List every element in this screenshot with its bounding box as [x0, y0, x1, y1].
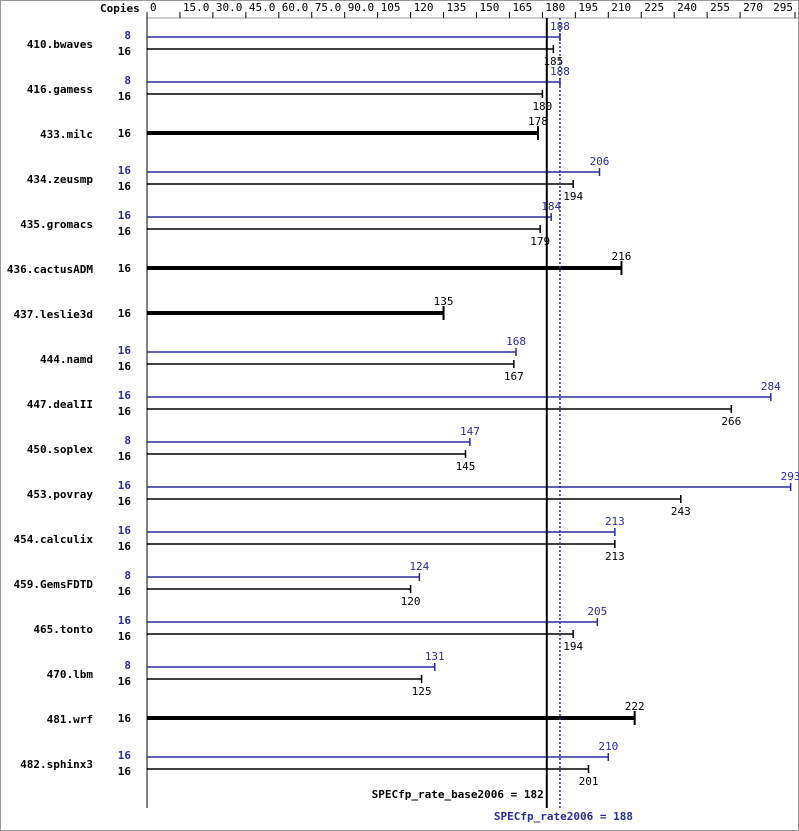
benchmark-label: 470.lbm: [47, 668, 94, 681]
x-tick-label: 195: [578, 1, 598, 14]
value-label: 135: [434, 295, 454, 308]
copies: 8: [124, 74, 131, 87]
value-label: 206: [590, 155, 610, 168]
x-tick-label: 210: [611, 1, 631, 14]
copies: 8: [124, 659, 131, 672]
value-label: 185: [543, 55, 563, 68]
copies: 16: [118, 45, 132, 58]
value-label: 131: [425, 650, 445, 663]
value-label: 180: [532, 100, 552, 113]
x-tick-label: 90.0: [348, 1, 375, 14]
x-tick-label: 15.0: [183, 1, 210, 14]
copies: 16: [118, 630, 132, 643]
benchmark-label: 444.namd: [40, 353, 93, 366]
x-tick-label: 105: [381, 1, 401, 14]
value-label: 124: [409, 560, 429, 573]
x-tick-label: 240: [677, 1, 697, 14]
value-label: 167: [504, 370, 524, 383]
benchmark-label: 433.milc: [40, 128, 93, 141]
copies: 8: [124, 434, 131, 447]
x-tick-label: 255: [710, 1, 730, 14]
x-tick-label: 225: [644, 1, 664, 14]
value-label: 168: [506, 335, 526, 348]
summary-label: SPECfp_rate_base2006 = 182: [372, 788, 544, 801]
copies: 16: [118, 765, 132, 778]
copies: 16: [118, 479, 132, 492]
x-tick-label: 295: [773, 1, 793, 14]
x-tick-label: 0: [150, 1, 157, 14]
benchmark-label: 481.wrf: [47, 713, 93, 726]
copies: 16: [118, 495, 132, 508]
value-label: 194: [563, 640, 583, 653]
value-label: 222: [625, 700, 645, 713]
value-label: 194: [563, 190, 583, 203]
value-label: 284: [761, 380, 781, 393]
copies: 16: [118, 712, 132, 725]
value-label: 184: [541, 200, 561, 213]
copies: 16: [118, 360, 132, 373]
benchmark-label: 447.dealII: [27, 398, 93, 411]
benchmark-label: 465.tonto: [33, 623, 93, 636]
copies: 16: [118, 307, 132, 320]
x-tick-label: 270: [743, 1, 763, 14]
value-label: 266: [721, 415, 741, 428]
value-label: 125: [412, 685, 432, 698]
copies: 16: [118, 675, 132, 688]
value-label: 178: [528, 115, 548, 128]
benchmark-label: 453.povray: [27, 488, 94, 501]
value-label: 216: [612, 250, 632, 263]
value-label: 120: [401, 595, 421, 608]
x-tick-label: 150: [479, 1, 499, 14]
benchmark-label: 435.gromacs: [20, 218, 93, 231]
x-tick-label: 60.0: [282, 1, 309, 14]
copies: 16: [118, 524, 132, 537]
x-tick-label: 120: [414, 1, 434, 14]
value-label: 179: [530, 235, 550, 248]
benchmark-label: 437.leslie3d: [14, 308, 93, 321]
copies: 16: [118, 389, 132, 402]
benchmark-label: 434.zeusmp: [27, 173, 94, 186]
value-label: 210: [598, 740, 618, 753]
value-label: 145: [456, 460, 476, 473]
copies: 16: [118, 614, 132, 627]
value-label: 205: [587, 605, 607, 618]
benchmark-label: 482.sphinx3: [20, 758, 93, 771]
copies: 8: [124, 569, 131, 582]
value-label: 213: [605, 515, 625, 528]
copies: 16: [118, 90, 132, 103]
value-label: 201: [579, 775, 599, 788]
benchmark-label: 454.calculix: [14, 533, 94, 546]
benchmark-label: 450.soplex: [27, 443, 94, 456]
benchmark-label: 436.cactusADM: [7, 263, 93, 276]
copies: 16: [118, 344, 132, 357]
benchmark-label: 416.gamess: [27, 83, 93, 96]
copies: 16: [118, 540, 132, 553]
x-tick-label: 165: [512, 1, 532, 14]
copies: 16: [118, 450, 132, 463]
summary-label: SPECfp_rate2006 = 188: [494, 810, 633, 823]
x-tick-label: 45.0: [249, 1, 276, 14]
benchmark-label: 459.GemsFDTD: [14, 578, 94, 591]
copies: 16: [118, 749, 132, 762]
x-tick-label: 180: [545, 1, 565, 14]
copies: 16: [118, 209, 132, 222]
copies: 16: [118, 164, 132, 177]
copies: 16: [118, 262, 132, 275]
copies: 16: [118, 225, 132, 238]
copies: 16: [118, 127, 132, 140]
x-tick-label: 75.0: [315, 1, 342, 14]
copies: 16: [118, 405, 132, 418]
x-tick-label: 135: [447, 1, 467, 14]
copies: 16: [118, 180, 132, 193]
value-label: 293: [781, 470, 799, 483]
copies-header: Copies: [100, 2, 140, 15]
value-label: 147: [460, 425, 480, 438]
benchmark-label: 410.bwaves: [27, 38, 93, 51]
value-label: 243: [671, 505, 691, 518]
copies: 16: [118, 585, 132, 598]
copies: 8: [124, 29, 131, 42]
value-label: 213: [605, 550, 625, 563]
x-tick-label: 30.0: [216, 1, 243, 14]
